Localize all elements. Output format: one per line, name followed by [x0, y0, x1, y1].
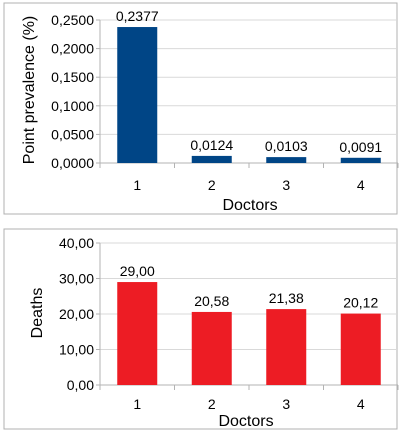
y-tick-label: 0,2000: [51, 41, 94, 57]
bar: [340, 313, 381, 385]
bar-value-label: 20,58: [194, 293, 229, 309]
bar: [191, 311, 232, 385]
deaths-y-tick-labels: 0,00 10,00 20,00 30,00 40,00: [59, 235, 94, 393]
y-tick-label: 30,00: [59, 271, 94, 287]
x-tick-label: 3: [282, 177, 290, 193]
bar-value-label: 0,2377: [116, 8, 159, 24]
y-tick-label: 40,00: [59, 235, 94, 251]
prevalence-bars: [117, 27, 381, 164]
y-tick-label: 20,00: [59, 306, 94, 322]
bar: [266, 157, 307, 163]
x-tick-label: 2: [208, 396, 216, 412]
deaths-x-tick-labels: 1 2 3 4: [133, 396, 365, 412]
bar: [117, 282, 158, 385]
prevalence-chart: 0,0000 0,0500 0,1000 0,1500 0,2000 0,2500 1 2 3…: [3, 2, 399, 215]
x-tick-label: 4: [357, 396, 365, 412]
bar-value-label: 20,12: [343, 295, 378, 311]
deaths-y-axis-title: Deaths: [29, 288, 46, 339]
y-tick-label: 0,2500: [51, 12, 94, 28]
bar: [117, 27, 158, 164]
y-tick-label: 0,1000: [51, 98, 94, 114]
prevalence-data-labels: 0,2377 0,0124 0,0103 0,0091: [116, 8, 383, 155]
prevalence-y-axis-title: Point prevalence (%): [21, 16, 38, 165]
y-tick-label: 0,1500: [51, 69, 94, 85]
deaths-x-axis-title: Doctors: [218, 413, 273, 430]
prevalence-x-axis-title: Doctors: [222, 197, 277, 214]
y-tick-label: 10,00: [59, 342, 94, 358]
bar: [191, 155, 232, 163]
x-tick-label: 2: [208, 177, 216, 193]
bar-value-label: 0,0124: [190, 137, 233, 153]
deaths-chart: 0,00 10,00 20,00 30,00 40,00 1 2 3 4 29,00 20,58…: [3, 228, 399, 430]
bar-value-label: 0,0091: [339, 139, 382, 155]
x-tick-label: 1: [133, 396, 141, 412]
bar-value-label: 21,38: [269, 290, 304, 306]
prevalence-chart-frame: [3, 2, 398, 215]
prevalence-x-tick-labels: 1 2 3 4: [133, 177, 365, 193]
x-tick-label: 1: [133, 177, 141, 193]
x-tick-label: 4: [357, 177, 365, 193]
bar: [340, 157, 381, 163]
x-tick-label: 3: [282, 396, 290, 412]
prevalence-y-tick-labels: 0,0000 0,0500 0,1000 0,1500 0,2000 0,2500: [51, 12, 94, 171]
y-tick-label: 0,00: [67, 377, 94, 393]
deaths-data-labels: 29,00 20,58 21,38 20,12: [120, 263, 379, 311]
y-tick-label: 0,0000: [51, 155, 94, 171]
y-tick-label: 0,0500: [51, 126, 94, 142]
deaths-bars: [117, 282, 381, 385]
bar-value-label: 29,00: [120, 263, 155, 279]
bar-value-label: 0,0103: [265, 138, 308, 154]
bar: [266, 309, 307, 385]
